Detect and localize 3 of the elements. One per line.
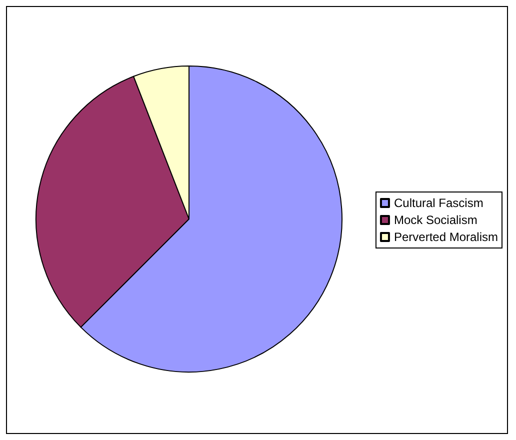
- legend-label: Perverted Moralism: [394, 230, 498, 244]
- legend-label: Cultural Fascism: [394, 196, 484, 210]
- legend-label: Mock Socialism: [394, 213, 478, 227]
